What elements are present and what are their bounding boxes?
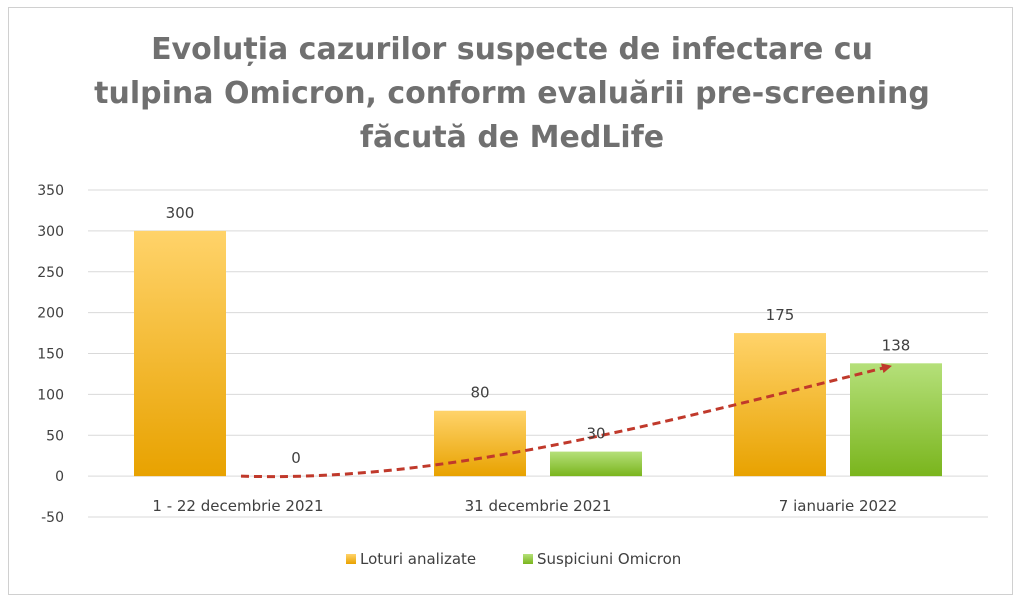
data-label: 138 xyxy=(882,336,911,354)
data-label: 300 xyxy=(166,204,195,222)
y-tick-label: 100 xyxy=(37,387,64,403)
y-tick-label: 350 xyxy=(37,183,64,199)
data-label: 30 xyxy=(586,425,605,443)
legend-entry: Suspiciuni Omicron xyxy=(537,550,681,568)
bar-loturi xyxy=(134,230,226,477)
trend-arrow xyxy=(240,363,892,479)
legend-swatch xyxy=(523,554,533,564)
legend-swatch xyxy=(346,554,356,564)
chart-title: Evoluția cazurilor suspecte de infectare… xyxy=(0,28,1024,160)
y-tick-label: 300 xyxy=(37,224,64,240)
bar-loturi xyxy=(734,333,826,477)
y-tick-label: -50 xyxy=(41,510,64,526)
y-tick-label: 200 xyxy=(37,306,64,322)
category-label: 1 - 22 decembrie 2021 xyxy=(152,497,323,515)
chart-title-line-1: Evoluția cazurilor suspecte de infectare… xyxy=(151,32,873,67)
category-label: 7 ianuarie 2022 xyxy=(779,497,897,515)
y-tick-label: 0 xyxy=(55,469,64,485)
chart-title-line-2: tulpina Omicron, conform evaluării pre-s… xyxy=(94,76,930,111)
data-label: 0 xyxy=(291,449,301,467)
bar-suspiciuni xyxy=(850,363,942,477)
legend-entry: Loturi analizate xyxy=(360,550,476,568)
y-tick-label: 50 xyxy=(46,428,64,444)
data-label: 80 xyxy=(470,384,489,402)
chart-title-line-3: făcută de MedLife xyxy=(359,120,665,155)
category-label: 31 decembrie 2021 xyxy=(465,497,612,515)
bar-loturi xyxy=(434,410,526,477)
bar-suspiciuni xyxy=(550,451,642,477)
y-tick-label: 150 xyxy=(37,347,64,363)
data-label: 175 xyxy=(766,306,795,324)
y-tick-label: 250 xyxy=(37,265,64,281)
